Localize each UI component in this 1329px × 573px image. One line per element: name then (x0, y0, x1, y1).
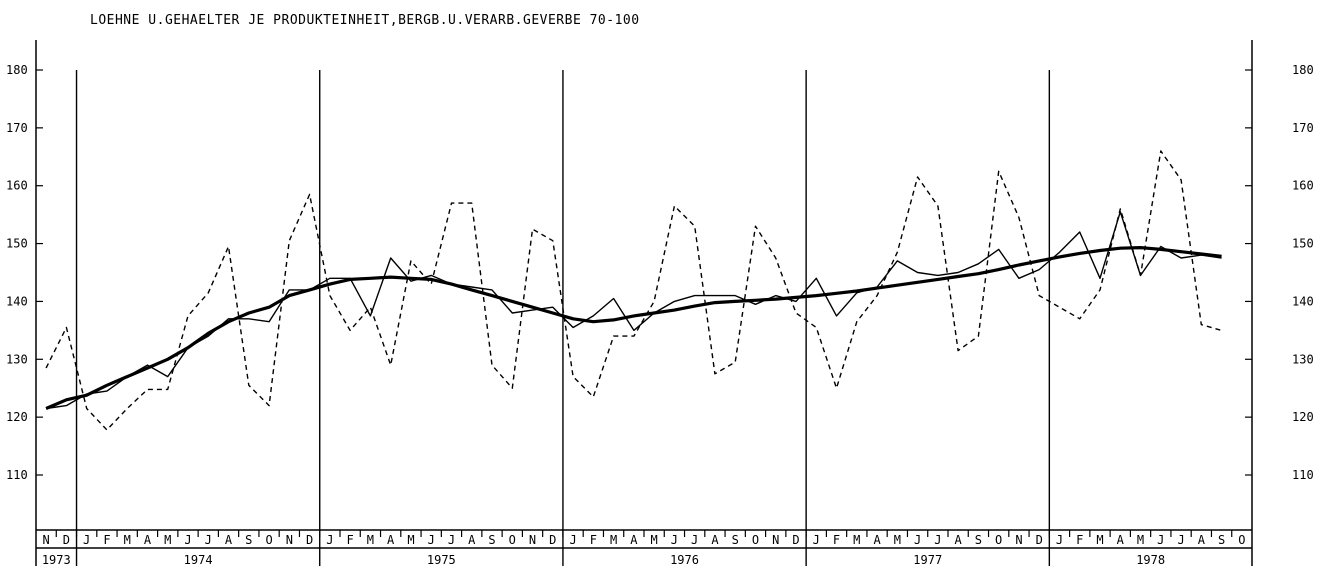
month-label: M (610, 533, 617, 547)
month-label: D (549, 533, 556, 547)
month-label: J (326, 533, 333, 547)
month-label: D (1036, 533, 1043, 547)
month-label: J (1157, 533, 1164, 547)
axes-layer: 110 110 120 120 130 130 140 140 150 150 160 160 170 1… (6, 40, 1314, 566)
y-tick-label-right: 150 (1292, 237, 1314, 251)
month-label: J (83, 533, 90, 547)
month-label: M (651, 533, 658, 547)
month-label: S (245, 533, 252, 547)
year-label: 1974 (184, 553, 213, 567)
month-label: O (995, 533, 1002, 547)
month-label: J (205, 533, 212, 547)
year-label: 1973 (42, 553, 71, 567)
month-label: M (894, 533, 901, 547)
y-tick-label-left: 160 (6, 179, 28, 193)
year-label: 1977 (913, 553, 942, 567)
month-label: M (1137, 533, 1144, 547)
month-label: S (488, 533, 495, 547)
month-label: A (630, 533, 638, 547)
month-label: F (103, 533, 110, 547)
month-label: F (347, 533, 354, 547)
month-label: M (124, 533, 131, 547)
y-tick-label-left: 180 (6, 63, 28, 77)
month-label: S (975, 533, 982, 547)
month-label: J (428, 533, 435, 547)
y-tick-label-left: 140 (6, 294, 28, 308)
y-tick-label-right: 120 (1292, 410, 1314, 424)
month-label: S (732, 533, 739, 547)
y-tick-label-right: 170 (1292, 121, 1314, 135)
month-label: M (1096, 533, 1103, 547)
month-label: J (914, 533, 921, 547)
month-label: J (813, 533, 820, 547)
month-label: A (711, 533, 719, 547)
y-tick-label-right: 160 (1292, 179, 1314, 193)
month-label: M (164, 533, 171, 547)
month-label: J (934, 533, 941, 547)
series-line-thin (46, 211, 1222, 410)
month-label: M (407, 533, 414, 547)
month-label: N (772, 533, 779, 547)
chart-title: LOEHNE U.GEHAELTER JE PRODUKTEINHEIT,BER… (90, 13, 640, 28)
month-label: J (1056, 533, 1063, 547)
month-label: F (833, 533, 840, 547)
month-label: F (1076, 533, 1083, 547)
month-label: A (144, 533, 152, 547)
y-tick-label-left: 120 (6, 410, 28, 424)
month-label: N (1015, 533, 1022, 547)
month-label: O (1238, 533, 1245, 547)
year-label: 1978 (1136, 553, 1165, 567)
y-tick-label-right: 110 (1292, 468, 1314, 482)
month-label: A (225, 533, 233, 547)
month-label: A (387, 533, 395, 547)
month-label: O (265, 533, 272, 547)
year-label: 1975 (427, 553, 456, 567)
y-tick-label-left: 130 (6, 352, 28, 366)
y-tick-label-right: 180 (1292, 63, 1314, 77)
year-axis: 1973 1974 1975 1976 1977 1978 (42, 553, 1165, 567)
month-label: N (286, 533, 293, 547)
month-label: J (691, 533, 698, 547)
month-label: J (1177, 533, 1184, 547)
month-label: F (590, 533, 597, 547)
month-label: A (1117, 533, 1125, 547)
series-line-dashed (45, 150, 1222, 431)
y-tick-label-right: 130 (1292, 352, 1314, 366)
month-label: S (1218, 533, 1225, 547)
y-tick-label-left: 150 (6, 237, 28, 251)
month-label: J (448, 533, 455, 547)
month-label: D (63, 533, 70, 547)
series-line-thick (45, 246, 1222, 410)
month-label: O (509, 533, 516, 547)
month-label: D (792, 533, 799, 547)
month-label: N (43, 533, 50, 547)
series-layer (45, 150, 1222, 431)
month-label: J (184, 533, 191, 547)
month-label: A (468, 533, 476, 547)
month-label: M (853, 533, 860, 547)
month-label: D (306, 533, 313, 547)
month-label: O (752, 533, 759, 547)
month-label: J (569, 533, 576, 547)
month-label: M (367, 533, 374, 547)
y-tick-label-right: 140 (1292, 294, 1314, 308)
month-label: A (1198, 533, 1206, 547)
month-label: N (529, 533, 536, 547)
month-label: A (955, 533, 963, 547)
year-label: 1976 (670, 553, 699, 567)
y-tick-label-left: 170 (6, 121, 28, 135)
month-label: A (873, 533, 881, 547)
y-tick-label-left: 110 (6, 468, 28, 482)
month-label: J (671, 533, 678, 547)
